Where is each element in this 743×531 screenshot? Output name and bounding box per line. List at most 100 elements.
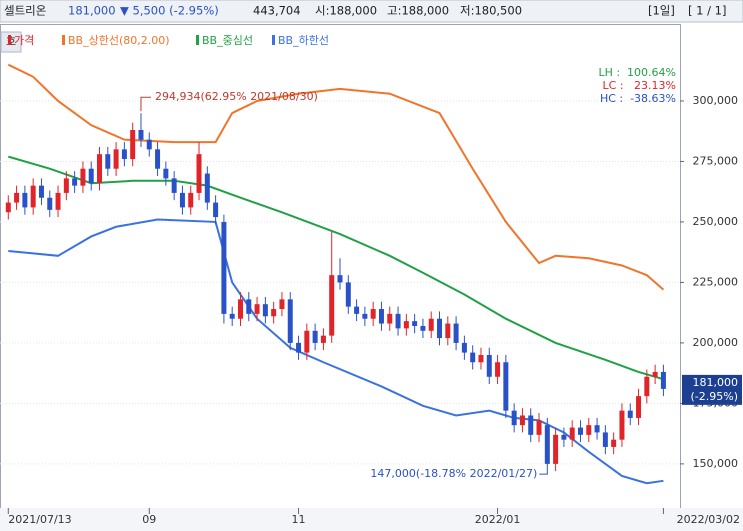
candle-body [179,192,185,208]
y-tick-label: 300,000 [693,94,739,107]
band-line [8,218,664,485]
candle-body [553,434,559,464]
y-tick-label: 275,000 [693,154,739,167]
period[interactable]: [1일] [648,4,675,18]
candle-body [378,309,384,324]
candle-body [97,154,103,184]
legend-swatch [8,35,11,45]
legend-label: BB_상한선(80,2.00) [68,34,170,47]
candle-body [80,168,86,186]
candle-body [636,396,642,418]
candle-body [320,335,326,343]
candle-body [38,185,44,198]
candle-body [14,192,20,203]
candle-body [470,352,476,363]
y-tick-label: 200,000 [693,336,739,349]
candle-body [5,202,11,213]
stat-label: LH : 100.64% [598,66,676,79]
x-tick-label: 2021/07/13 [8,513,71,526]
candle-body [362,313,368,319]
change: ▼ 5,500 (-2.95%) [120,4,219,18]
candle-body [395,313,401,329]
candle-body [229,313,235,319]
high: 고:188,000 [387,4,449,18]
candle-body [569,427,575,440]
y-tick-label: 225,000 [693,275,739,288]
legend-label: 가격 [14,34,34,47]
last-price-box [682,374,742,405]
candle-body [511,410,517,426]
candle-body [171,178,177,193]
low: 저:180,500 [460,4,522,18]
stock-name: 셀트리온 [4,4,46,18]
candle-body [213,202,219,218]
annotation-leader [539,471,548,475]
candle-body [196,154,202,193]
candle-body [453,323,459,343]
candle-body [619,410,625,440]
candle-body [113,149,119,169]
x-tick-label: 2022/01 [475,513,521,526]
candle-body [55,192,61,210]
x-tick-label: 2022/03/02 [677,513,740,526]
candle-body [146,139,152,150]
candle-body [312,330,318,343]
candle-body [528,415,534,435]
x-tick-label: 11 [292,513,306,526]
candle-body [105,154,111,169]
volume: 443,704 [253,4,301,18]
candle-body [204,173,210,203]
candle-body [254,304,260,314]
candle-body [594,425,600,433]
candle-body [577,427,583,435]
y-tick-label: 250,000 [693,215,739,228]
x-tick-label: 09 [142,513,156,526]
page[interactable]: [ 1 / 1] [688,4,726,18]
candle-body [627,410,633,418]
candle-body [163,168,169,179]
candle-body [262,304,268,317]
legend-swatch [62,35,65,45]
candle-body [478,355,484,363]
candle-body [121,149,127,160]
candle-body [354,306,360,314]
candle-body [221,221,227,314]
candle-body [22,192,28,208]
annotation: 294,934(62.95% 2021/08/30) [155,90,318,103]
candle-body [644,376,650,397]
candle-body [345,282,351,307]
candle-body [461,342,467,353]
candle-body [279,299,285,310]
candle-body [544,425,550,464]
candle-body [445,323,451,339]
candle-body [660,371,666,389]
legend-swatch [196,35,199,45]
legend-swatch [272,35,275,45]
candle-body [188,192,194,208]
candle-body [387,313,393,324]
y-tick-label: 150,000 [693,457,739,470]
candle-body [412,321,418,326]
candle-body [403,321,409,329]
candle-body [611,439,617,447]
candle-body [602,432,608,447]
stat-label: HC : -38.63% [600,92,676,105]
legend-label: BB_하한선 [278,33,329,47]
candle-body [72,178,78,186]
candle-body [63,178,69,193]
candle-body [428,318,434,331]
candle-body [519,415,525,426]
candle-body [561,434,567,440]
candle-body [536,420,542,435]
candle-body [437,318,443,339]
candle-body [237,299,243,319]
candle-body [88,168,94,184]
candle-body [370,309,376,319]
candle-body [337,275,343,283]
candle-body [296,342,302,353]
date-bar [0,508,743,531]
candle-body [155,149,161,169]
candle-body [486,355,492,377]
candle-body [503,362,509,411]
